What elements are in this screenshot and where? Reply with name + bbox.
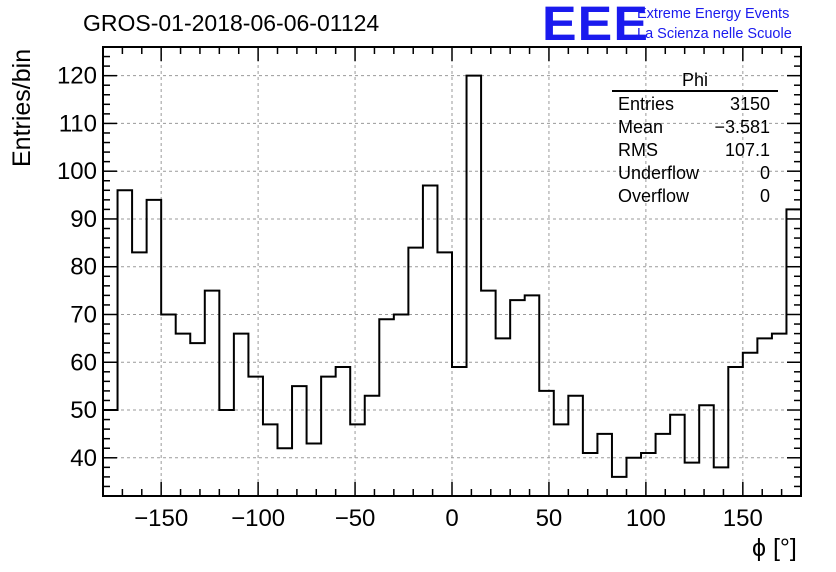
x-axis-label: ϕ [°] [752, 534, 797, 562]
x-tick-label: −100 [231, 505, 285, 532]
axis-tick-labels: −150 −100 −50 0 50 100 150 40 50 60 70 80 90 100 110 12… [57, 63, 763, 532]
stats-value: −3.581 [714, 117, 770, 137]
y-tick-label: 100 [57, 158, 97, 185]
stats-label: Overflow [618, 186, 690, 206]
y-tick-label: 50 [70, 397, 97, 424]
y-tick-label: 40 [70, 445, 97, 472]
stats-divider [612, 90, 778, 92]
logo-line-2: La Scienza nelle Scuole [637, 26, 792, 42]
stats-row: Entries 3150 [612, 93, 778, 116]
stats-label: Mean [618, 117, 664, 137]
stats-row: Mean −3.581 [612, 116, 778, 139]
stats-box: Phi Entries 3150 Mean −3.581 RMS 107.1 Unde… [612, 70, 778, 208]
histogram-line [102, 74, 802, 496]
stats-value: 107.1 [724, 140, 770, 160]
y-tick-label: 120 [57, 63, 97, 90]
stats-value: 0 [759, 163, 770, 183]
stats-value: 0 [759, 186, 770, 206]
stats-row: Underflow 0 [612, 162, 778, 185]
stats-row: Overflow 0 [612, 185, 778, 208]
eee-logo: EEE [542, 0, 649, 51]
stats-title: Phi [681, 70, 708, 90]
x-tick-label: 0 [445, 505, 458, 532]
y-tick-label: 110 [59, 110, 97, 137]
x-tick-label: 100 [626, 505, 666, 532]
logo-text: Extreme Energy Events La Scienza nelle S… [637, 4, 792, 44]
y-tick-label: 70 [70, 301, 97, 328]
y-tick-label: 90 [70, 206, 97, 233]
y-axis-label: Entries/bin [8, 48, 36, 167]
chart-title: GROS-01-2018-06-06-01124 [83, 10, 380, 36]
x-tick-label: −50 [335, 505, 376, 532]
x-tick-label: 50 [536, 505, 563, 532]
y-tick-label: 80 [70, 254, 97, 281]
y-tick-label: 60 [70, 349, 97, 376]
stats-label: RMS [618, 140, 658, 160]
x-tick-label: 150 [723, 505, 763, 532]
logo-line-1: Extreme Energy Events [637, 6, 790, 22]
stats-value: 3150 [729, 94, 770, 114]
x-tick-label: −150 [134, 505, 188, 532]
histogram-series [102, 74, 802, 496]
stats-row: RMS 107.1 [612, 139, 778, 162]
stats-label: Underflow [618, 163, 700, 183]
axis-ticks [102, 46, 802, 497]
stats-label: Entries [618, 94, 675, 114]
